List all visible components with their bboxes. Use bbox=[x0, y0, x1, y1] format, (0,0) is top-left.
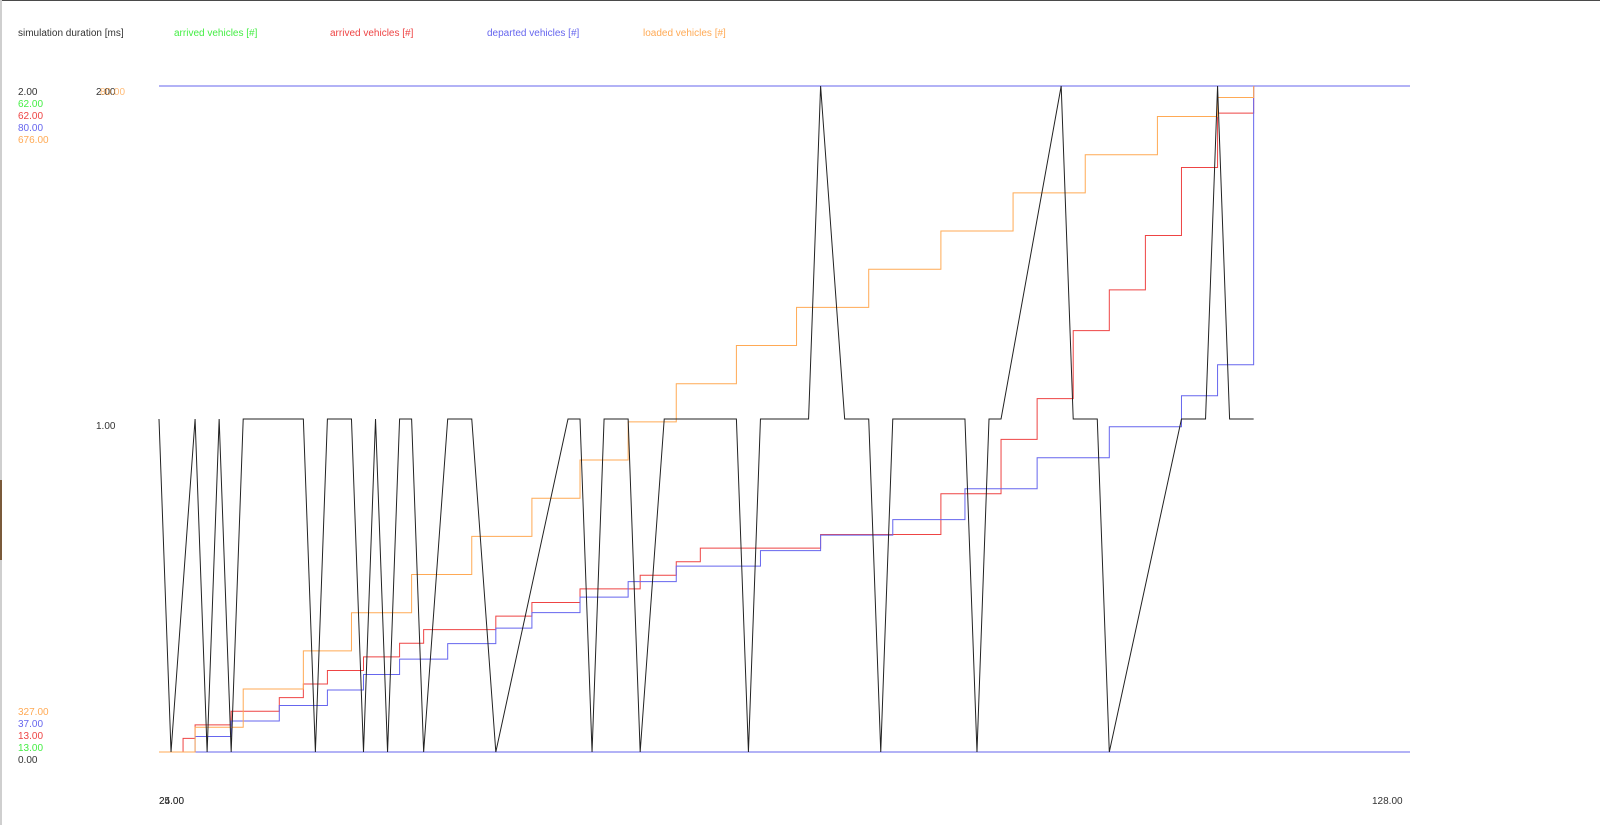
ymin-label-loaded: 327.00 bbox=[18, 707, 49, 718]
legend-loaded-vehicles: loaded vehicles [#] bbox=[643, 28, 726, 39]
ymax-label-arrived-red: 62.00 bbox=[18, 111, 44, 122]
ymax-label-loaded: 676.00 bbox=[18, 135, 49, 146]
legend-arrived-vehicles-green: arrived vehicles [#] bbox=[174, 28, 258, 39]
series-simulation-duration-line bbox=[158, 85, 1254, 753]
ymax-label-loaded-overlap: 80.00 bbox=[100, 87, 126, 98]
ymax-label-duration-overlap: 2.00 bbox=[96, 87, 116, 98]
ymax-label-arrived-green: 62.00 bbox=[18, 99, 44, 110]
window-left-edge-accent bbox=[0, 480, 2, 560]
ymin-label-arrived-green: 13.00 bbox=[18, 743, 44, 754]
x-label-start-a: 24.00 bbox=[159, 796, 185, 807]
legend-departed-vehicles: departed vehicles [#] bbox=[487, 28, 580, 39]
x-label-end: 128.00 bbox=[1372, 796, 1403, 807]
series-loaded-line bbox=[159, 86, 1255, 753]
window-top-edge bbox=[0, 0, 1600, 1]
window-left-edge bbox=[0, 0, 2, 825]
x-label-start-b: 25.00 bbox=[159, 796, 185, 807]
ymin-label-departed: 37.00 bbox=[18, 719, 44, 730]
ymax-label-duration: 2.00 bbox=[18, 87, 38, 98]
legend-arrived-vehicles-red: arrived vehicles [#] bbox=[330, 28, 414, 39]
ymin-label-duration: 0.00 bbox=[18, 755, 38, 766]
ymid-label-duration: 1.00 bbox=[96, 421, 116, 432]
ymin-label-arrived-red: 13.00 bbox=[18, 731, 44, 742]
legend-simulation-duration: simulation duration [ms] bbox=[18, 28, 124, 39]
ymax-label-departed: 80.00 bbox=[18, 123, 44, 134]
series-departed-line bbox=[159, 86, 1255, 753]
